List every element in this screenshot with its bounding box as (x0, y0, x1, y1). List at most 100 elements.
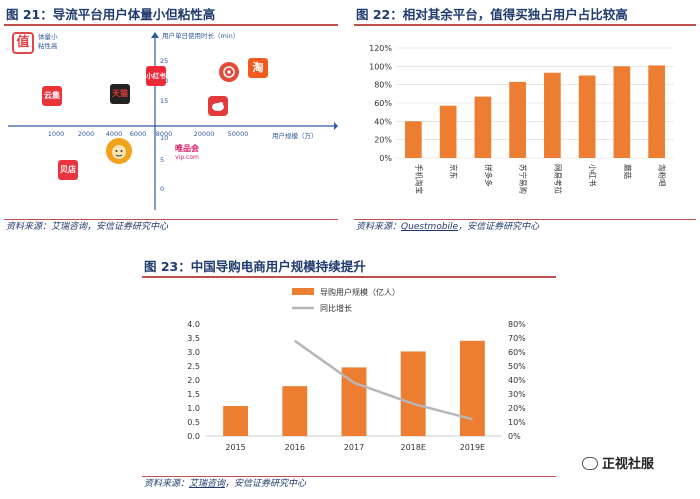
fig23-y-tick-label: 0.5 (187, 418, 200, 427)
fig21-x-arrow (334, 122, 338, 130)
fig23-source: 资料来源：艾瑞咨询，安信证券研究中心 (142, 476, 556, 490)
fig22-y-tick-label: 40% (374, 117, 392, 126)
fig23-x-tick-label: 2018E (400, 443, 425, 452)
fig23-legend-bar-label: 导购用户规模（亿人） (320, 287, 400, 297)
fig23-bar (223, 406, 249, 436)
fig22-chart-svg: 0% 20% 40% 60% 80% 100% 120% 手机淘宝 京东 拼多多 苏宁易购 网易考拉 小… (369, 44, 674, 194)
pinduoduo-glyph (223, 66, 235, 78)
fig23-source-link[interactable]: 艾瑞咨询 (189, 479, 226, 489)
fig22-bar (544, 72, 561, 158)
fig22-y-tick-label: 100% (369, 62, 392, 71)
fig22-x-tick-label: 淘粉吧 (658, 164, 668, 187)
zhide-mai-icon: 值 (12, 32, 34, 54)
fig21-x-tick-label: 6000 (130, 130, 147, 138)
fig23-y2-tick-label: 10% (508, 418, 526, 427)
fig23-x-tick-label: 2016 (285, 443, 305, 452)
fig23-growth-line (294, 339, 473, 421)
fig22-bar (474, 96, 492, 158)
fig22-bar (648, 65, 665, 158)
fig22-x-tick-label: 京东 (449, 164, 459, 179)
fig22-x-tick-label: 网易考拉 (553, 164, 563, 194)
fig23-bar (459, 340, 485, 436)
fig22-source: 资料来源：Questmobile，安信证券研究中心 (354, 219, 696, 233)
fig22-plot: 0% 20% 40% 60% 80% 100% 120% 手机淘宝 京东 拼多多 苏宁易购 网易考拉 小… (354, 30, 696, 216)
tmall-icon: 天猫 (110, 84, 130, 104)
fig23-source-suffix: ，安信证券研究中心 (225, 479, 307, 489)
fig23-y-tick-label: 1.5 (187, 390, 200, 399)
fig23-y2-tick-label: 70% (508, 334, 526, 343)
vip-logo: 唯品会 vip.com (169, 144, 205, 161)
fig21-x-tick-label: 4000 (106, 130, 123, 138)
fig23-y-tick-label: 1.0 (187, 404, 200, 413)
fig23-x-tick-label: 2019E (460, 443, 485, 452)
fig21-x-tick-label: 20000 (194, 130, 215, 138)
fig23-y-tick-label: 3.0 (187, 348, 200, 357)
jd-dog-glyph (212, 102, 224, 111)
fig21-y-tick-label: 0 (160, 185, 164, 193)
fig22-bar (578, 75, 596, 158)
suning-lion-glyph (112, 145, 126, 159)
fig21-source: 资料来源：艾瑞咨询，安信证券研究中心 (4, 219, 338, 233)
fig21-y-arrow (151, 32, 159, 38)
fig23-y2-tick-label: 20% (508, 404, 526, 413)
fig21-x-tick-label: 50000 (228, 130, 249, 138)
fig21-x-tick-label: 8000 (156, 130, 173, 138)
suning-icon (106, 138, 132, 164)
fig21-y-tick-label: 10 (160, 134, 168, 142)
fig23-source-prefix: 资料来源： (144, 479, 190, 489)
watermark: 正视社服 (582, 455, 654, 475)
xiaohongshu-icon: 小红书 (146, 66, 166, 86)
fig22-bar (509, 81, 526, 158)
fig23-y2-tick-label: 80% (508, 320, 526, 329)
fig22-y-tick-label: 60% (374, 99, 392, 108)
fig23-y2-tick-label: 0% (508, 432, 521, 441)
fig22-x-tick-label: 蘑菇 (623, 164, 633, 179)
fig21-corner-label: 体量小 粘性高 (38, 33, 58, 50)
vip-logo-text: 唯品会 (175, 144, 199, 153)
fig23-chart-svg: 导购用户规模（亿人） 同比增长 0.0 0.5 1.0 1.5 2.0 2.5 3.0 3.5 4.… (187, 287, 526, 452)
fig22-title: 图 22：相对其余平台，值得买独占用户占比较高 (354, 4, 696, 26)
fig22-y-tick-label: 20% (374, 136, 392, 145)
fig21-title: 图 21：导流平台用户体量小但粘性高 (4, 4, 338, 26)
fig22-source-suffix: ，安信证券研究中心 (458, 222, 540, 232)
pinduoduo-icon (219, 62, 239, 82)
fig23-legend-line-label: 同比增长 (320, 303, 352, 313)
fig23-bar (341, 367, 367, 436)
fig23-y2-tick-label: 30% (508, 390, 526, 399)
fig23-title: 图 23：中国导购电商用户规模持续提升 (142, 256, 556, 278)
fig23-y-tick-label: 0.0 (187, 432, 200, 441)
beidian-icon: 贝店 (58, 160, 78, 180)
fig21-y-tick-label: 15 (160, 97, 168, 105)
vip-logo-sub: vip.com (175, 154, 199, 161)
fig21-x-tick-label: 2000 (78, 130, 95, 138)
watermark-text: 正视社服 (602, 457, 655, 472)
fig23-y2-tick-label: 60% (508, 348, 526, 357)
fig21-y-tick-label: 25 (160, 57, 168, 65)
fig21-x-label: 用户规模（万） (272, 131, 318, 140)
fig23-bar (282, 386, 308, 436)
fig22-source-prefix: 资料来源： (356, 222, 402, 232)
wechat-icon (582, 457, 598, 470)
fig21-y-tick-label: 5 (160, 156, 164, 164)
fig21-y-label: 用户单日使用时长（min） (162, 31, 239, 40)
fig22-x-tick-label: 苏宁易购 (519, 164, 529, 194)
yunji-icon: 云集 (42, 86, 62, 106)
fig23-legend-bar-swatch (292, 288, 314, 295)
taobao-icon: 淘 (248, 58, 268, 78)
fig21-x-ticks: 1000 2000 4000 6000 8000 20000 50000 (48, 130, 249, 138)
fig22-x-tick-label: 小红书 (588, 164, 598, 187)
jd-icon (208, 96, 228, 116)
fig22-bar (439, 105, 457, 158)
fig23-bar (400, 351, 426, 436)
fig23-y-tick-label: 2.5 (187, 362, 200, 371)
fig21-x-tick-label: 1000 (48, 130, 65, 138)
fig23-y-tick-label: 4.0 (187, 320, 200, 329)
fig22-x-tick-label: 手机淘宝 (414, 164, 424, 194)
fig22-y-tick-label: 120% (369, 44, 392, 53)
fig23-y-tick-label: 2.0 (187, 376, 200, 385)
fig23-x-tick-label: 2015 (225, 443, 245, 452)
fig22-source-link[interactable]: Questmobile (401, 222, 459, 232)
fig22-bar (405, 121, 422, 158)
